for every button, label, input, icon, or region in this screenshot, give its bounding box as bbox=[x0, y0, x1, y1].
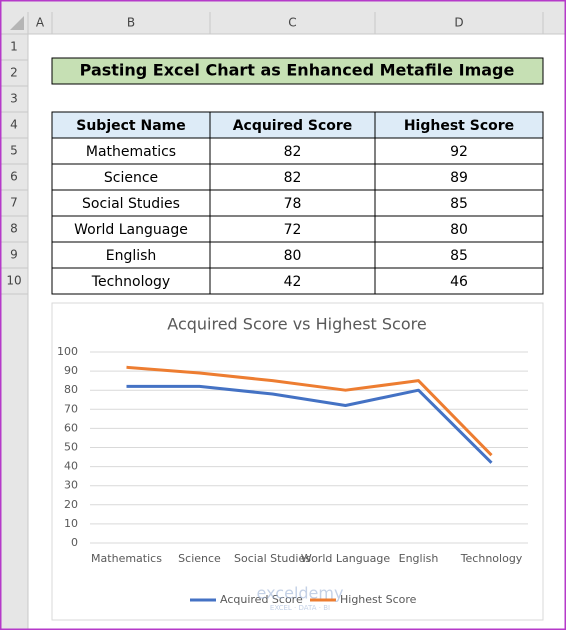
cell-text: 82 bbox=[284, 144, 302, 160]
cell-text: English bbox=[106, 248, 157, 264]
y-tick-label: 0 bbox=[71, 536, 78, 549]
row-header: 9 bbox=[10, 248, 18, 262]
y-tick-label: 30 bbox=[64, 479, 78, 492]
chart-title: Acquired Score vs Highest Score bbox=[167, 315, 426, 334]
cell-text: 82 bbox=[284, 170, 302, 186]
cell-text: 80 bbox=[284, 248, 302, 264]
y-tick-label: 100 bbox=[57, 345, 78, 358]
chart-area bbox=[51, 302, 544, 621]
column-header: B bbox=[127, 16, 135, 30]
header-text: Subject Name bbox=[76, 118, 185, 134]
column-header-bar bbox=[0, 0, 566, 34]
row-header: 7 bbox=[10, 196, 18, 210]
cell-text: 89 bbox=[450, 170, 468, 186]
row-header: 5 bbox=[10, 144, 18, 158]
legend-label: Highest Score bbox=[340, 593, 417, 606]
cell-text: World Language bbox=[74, 222, 188, 238]
cell-text: 78 bbox=[284, 196, 302, 212]
x-tick-label: World Language bbox=[301, 552, 391, 565]
cell-text: 85 bbox=[450, 248, 468, 264]
header-text: Highest Score bbox=[404, 118, 514, 134]
cell-text: Science bbox=[104, 170, 158, 186]
row-header: 8 bbox=[10, 222, 18, 236]
series-line bbox=[126, 365, 493, 457]
row-header: 3 bbox=[10, 92, 18, 106]
cell-text: Social Studies bbox=[82, 196, 180, 212]
series-line bbox=[126, 384, 493, 464]
cell-text: 92 bbox=[450, 144, 468, 160]
watermark: EXCEL · DATA · BI bbox=[270, 604, 330, 612]
cell-text: Mathematics bbox=[86, 144, 176, 160]
column-header: D bbox=[454, 16, 463, 30]
x-tick-label: Technology bbox=[460, 552, 523, 565]
header-text: Acquired Score bbox=[233, 118, 353, 134]
x-tick-label: Science bbox=[178, 552, 221, 565]
row-header: 1 bbox=[10, 40, 18, 54]
sheet-title: Pasting Excel Chart as Enhanced Metafile… bbox=[80, 61, 515, 80]
table-cell bbox=[374, 267, 544, 295]
x-tick-label: Social Studies bbox=[234, 552, 311, 565]
y-tick-label: 40 bbox=[64, 460, 78, 473]
y-tick-label: 50 bbox=[64, 441, 78, 454]
cell-text: 72 bbox=[284, 222, 302, 238]
y-tick-label: 80 bbox=[64, 383, 78, 396]
y-tick-label: 70 bbox=[64, 402, 78, 415]
row-header: 10 bbox=[6, 274, 21, 288]
row-header: 2 bbox=[10, 66, 18, 80]
column-header: A bbox=[36, 16, 45, 30]
cell-text: 46 bbox=[450, 274, 468, 290]
y-tick-label: 60 bbox=[64, 421, 78, 434]
watermark: exceldemy bbox=[257, 584, 344, 603]
row-header: 6 bbox=[10, 170, 18, 184]
column-header: C bbox=[288, 16, 296, 30]
cell-text: 85 bbox=[450, 196, 468, 212]
cell-text: Technology bbox=[91, 274, 170, 290]
cell-text: 42 bbox=[284, 274, 302, 290]
row-header-bar bbox=[0, 0, 28, 630]
legend-label: Acquired Score bbox=[220, 593, 303, 606]
y-tick-label: 20 bbox=[64, 498, 78, 511]
y-tick-label: 90 bbox=[64, 364, 78, 377]
title-cell bbox=[51, 57, 544, 85]
select-all-corner[interactable] bbox=[10, 16, 24, 30]
y-tick-label: 10 bbox=[64, 517, 78, 530]
cell-text: 80 bbox=[450, 222, 468, 238]
x-tick-label: Mathematics bbox=[91, 552, 162, 565]
x-tick-label: English bbox=[399, 552, 439, 565]
row-header: 4 bbox=[10, 118, 18, 132]
table-header-fill bbox=[52, 112, 543, 138]
